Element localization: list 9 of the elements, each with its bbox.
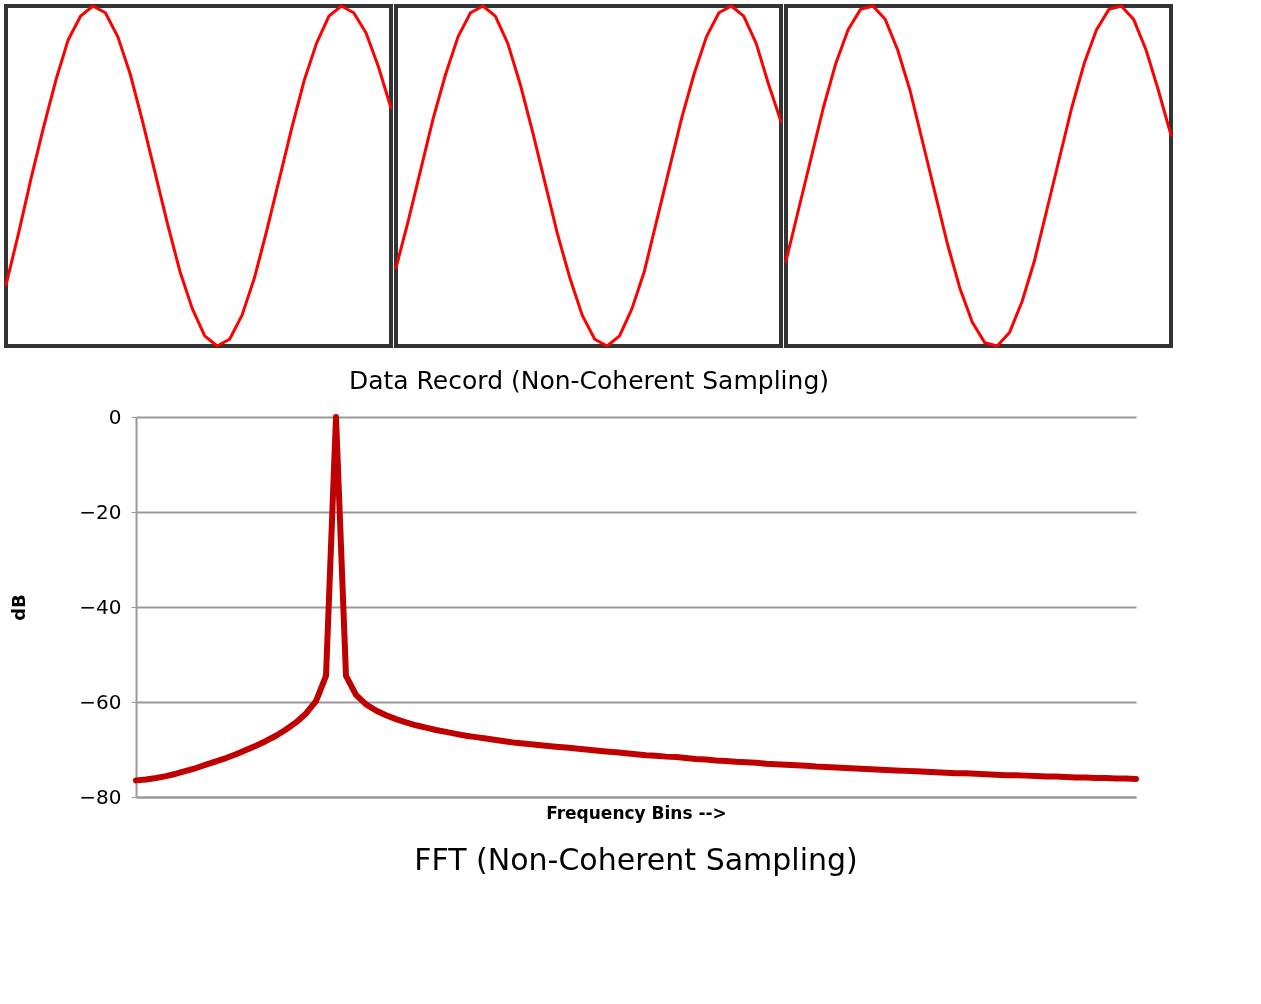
text: FFT (Non-Coherent Sampling): [414, 842, 858, 877]
y-tick-label: −40: [79, 594, 122, 619]
x-axis-title: Data Record (Non-Coherent Sampling): [348, 365, 830, 395]
y-tick-label: 0: [108, 404, 122, 429]
x-axis-title: Frequency Bins -->: [546, 802, 727, 823]
y-tick-label: −80: [79, 784, 122, 809]
y-tick-label: −20: [79, 499, 122, 524]
y-axis-title: dB: [8, 594, 30, 621]
y-tick-label: −60: [79, 689, 122, 714]
